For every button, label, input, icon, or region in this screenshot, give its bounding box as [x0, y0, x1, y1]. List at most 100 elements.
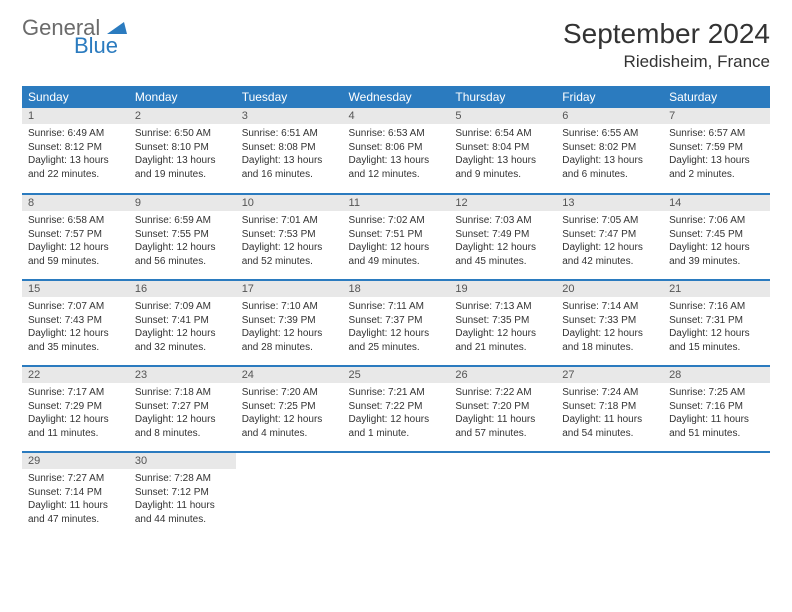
day-body: Sunrise: 7:17 AMSunset: 7:29 PMDaylight:… — [22, 383, 129, 446]
dow-cell: Thursday — [449, 86, 556, 108]
day-cell: 27Sunrise: 7:24 AMSunset: 7:18 PMDayligh… — [556, 366, 663, 452]
day-cell: 30Sunrise: 7:28 AMSunset: 7:12 PMDayligh… — [129, 452, 236, 538]
day-number: 30 — [129, 453, 236, 469]
daylight-text: Daylight: 13 hours and 22 minutes. — [28, 154, 123, 181]
sunset-text: Sunset: 7:41 PM — [135, 314, 230, 328]
day-number: 3 — [236, 108, 343, 124]
day-number: 27 — [556, 367, 663, 383]
day-cell: 22Sunrise: 7:17 AMSunset: 7:29 PMDayligh… — [22, 366, 129, 452]
sunset-text: Sunset: 7:59 PM — [669, 141, 764, 155]
day-cell: 11Sunrise: 7:02 AMSunset: 7:51 PMDayligh… — [343, 194, 450, 280]
day-body: Sunrise: 7:28 AMSunset: 7:12 PMDaylight:… — [129, 469, 236, 532]
sunset-text: Sunset: 7:14 PM — [28, 486, 123, 500]
sunrise-text: Sunrise: 7:07 AM — [28, 300, 123, 314]
day-number: 19 — [449, 281, 556, 297]
day-cell: 13Sunrise: 7:05 AMSunset: 7:47 PMDayligh… — [556, 194, 663, 280]
sunset-text: Sunset: 7:25 PM — [242, 400, 337, 414]
sunrise-text: Sunrise: 7:28 AM — [135, 472, 230, 486]
daylight-text: Daylight: 11 hours and 57 minutes. — [455, 413, 550, 440]
day-cell: 1Sunrise: 6:49 AMSunset: 8:12 PMDaylight… — [22, 108, 129, 194]
sunset-text: Sunset: 7:49 PM — [455, 228, 550, 242]
daylight-text: Daylight: 12 hours and 8 minutes. — [135, 413, 230, 440]
daylight-text: Daylight: 12 hours and 21 minutes. — [455, 327, 550, 354]
month-title: September 2024 — [563, 18, 770, 50]
week-row: 22Sunrise: 7:17 AMSunset: 7:29 PMDayligh… — [22, 366, 770, 452]
daylight-text: Daylight: 12 hours and 39 minutes. — [669, 241, 764, 268]
sunrise-text: Sunrise: 7:13 AM — [455, 300, 550, 314]
day-cell — [449, 452, 556, 538]
sunrise-text: Sunrise: 7:10 AM — [242, 300, 337, 314]
day-number: 6 — [556, 108, 663, 124]
sunset-text: Sunset: 7:18 PM — [562, 400, 657, 414]
sunset-text: Sunset: 7:45 PM — [669, 228, 764, 242]
day-cell: 12Sunrise: 7:03 AMSunset: 7:49 PMDayligh… — [449, 194, 556, 280]
day-cell: 16Sunrise: 7:09 AMSunset: 7:41 PMDayligh… — [129, 280, 236, 366]
day-body: Sunrise: 7:07 AMSunset: 7:43 PMDaylight:… — [22, 297, 129, 360]
sunrise-text: Sunrise: 7:21 AM — [349, 386, 444, 400]
daylight-text: Daylight: 11 hours and 54 minutes. — [562, 413, 657, 440]
day-cell: 2Sunrise: 6:50 AMSunset: 8:10 PMDaylight… — [129, 108, 236, 194]
day-cell: 28Sunrise: 7:25 AMSunset: 7:16 PMDayligh… — [663, 366, 770, 452]
day-body: Sunrise: 7:03 AMSunset: 7:49 PMDaylight:… — [449, 211, 556, 274]
day-body: Sunrise: 7:11 AMSunset: 7:37 PMDaylight:… — [343, 297, 450, 360]
day-body: Sunrise: 7:02 AMSunset: 7:51 PMDaylight:… — [343, 211, 450, 274]
day-number: 4 — [343, 108, 450, 124]
day-number: 28 — [663, 367, 770, 383]
dow-cell: Monday — [129, 86, 236, 108]
sunset-text: Sunset: 7:51 PM — [349, 228, 444, 242]
day-number: 24 — [236, 367, 343, 383]
sunrise-text: Sunrise: 7:16 AM — [669, 300, 764, 314]
dow-cell: Sunday — [22, 86, 129, 108]
sunset-text: Sunset: 8:10 PM — [135, 141, 230, 155]
day-body: Sunrise: 7:06 AMSunset: 7:45 PMDaylight:… — [663, 211, 770, 274]
sunrise-text: Sunrise: 6:53 AM — [349, 127, 444, 141]
day-number: 18 — [343, 281, 450, 297]
day-cell: 9Sunrise: 6:59 AMSunset: 7:55 PMDaylight… — [129, 194, 236, 280]
daylight-text: Daylight: 12 hours and 4 minutes. — [242, 413, 337, 440]
dow-cell: Tuesday — [236, 86, 343, 108]
day-body: Sunrise: 7:20 AMSunset: 7:25 PMDaylight:… — [236, 383, 343, 446]
sunrise-text: Sunrise: 6:54 AM — [455, 127, 550, 141]
day-number: 22 — [22, 367, 129, 383]
day-body: Sunrise: 6:50 AMSunset: 8:10 PMDaylight:… — [129, 124, 236, 187]
sunrise-text: Sunrise: 7:05 AM — [562, 214, 657, 228]
day-cell: 23Sunrise: 7:18 AMSunset: 7:27 PMDayligh… — [129, 366, 236, 452]
sunset-text: Sunset: 7:29 PM — [28, 400, 123, 414]
day-cell: 4Sunrise: 6:53 AMSunset: 8:06 PMDaylight… — [343, 108, 450, 194]
daylight-text: Daylight: 13 hours and 19 minutes. — [135, 154, 230, 181]
header: General Blue September 2024 Riedisheim, … — [22, 18, 770, 72]
day-body: Sunrise: 6:58 AMSunset: 7:57 PMDaylight:… — [22, 211, 129, 274]
day-cell: 7Sunrise: 6:57 AMSunset: 7:59 PMDaylight… — [663, 108, 770, 194]
day-number: 9 — [129, 195, 236, 211]
day-body: Sunrise: 7:05 AMSunset: 7:47 PMDaylight:… — [556, 211, 663, 274]
day-of-week-row: SundayMondayTuesdayWednesdayThursdayFrid… — [22, 86, 770, 108]
calendar-table: SundayMondayTuesdayWednesdayThursdayFrid… — [22, 86, 770, 538]
sunrise-text: Sunrise: 7:11 AM — [349, 300, 444, 314]
day-number: 7 — [663, 108, 770, 124]
sunrise-text: Sunrise: 6:57 AM — [669, 127, 764, 141]
daylight-text: Daylight: 12 hours and 45 minutes. — [455, 241, 550, 268]
daylight-text: Daylight: 13 hours and 6 minutes. — [562, 154, 657, 181]
day-number: 10 — [236, 195, 343, 211]
day-number: 5 — [449, 108, 556, 124]
day-body: Sunrise: 7:18 AMSunset: 7:27 PMDaylight:… — [129, 383, 236, 446]
sunset-text: Sunset: 7:35 PM — [455, 314, 550, 328]
dow-cell: Saturday — [663, 86, 770, 108]
day-number: 8 — [22, 195, 129, 211]
sunrise-text: Sunrise: 7:20 AM — [242, 386, 337, 400]
daylight-text: Daylight: 12 hours and 56 minutes. — [135, 241, 230, 268]
sunrise-text: Sunrise: 6:55 AM — [562, 127, 657, 141]
daylight-text: Daylight: 13 hours and 16 minutes. — [242, 154, 337, 181]
dow-cell: Wednesday — [343, 86, 450, 108]
daylight-text: Daylight: 12 hours and 59 minutes. — [28, 241, 123, 268]
day-cell: 29Sunrise: 7:27 AMSunset: 7:14 PMDayligh… — [22, 452, 129, 538]
day-number: 2 — [129, 108, 236, 124]
sunset-text: Sunset: 7:37 PM — [349, 314, 444, 328]
sunrise-text: Sunrise: 7:22 AM — [455, 386, 550, 400]
day-body: Sunrise: 7:01 AMSunset: 7:53 PMDaylight:… — [236, 211, 343, 274]
sunrise-text: Sunrise: 7:25 AM — [669, 386, 764, 400]
day-number: 26 — [449, 367, 556, 383]
sunset-text: Sunset: 8:08 PM — [242, 141, 337, 155]
sunset-text: Sunset: 8:04 PM — [455, 141, 550, 155]
sunset-text: Sunset: 7:12 PM — [135, 486, 230, 500]
